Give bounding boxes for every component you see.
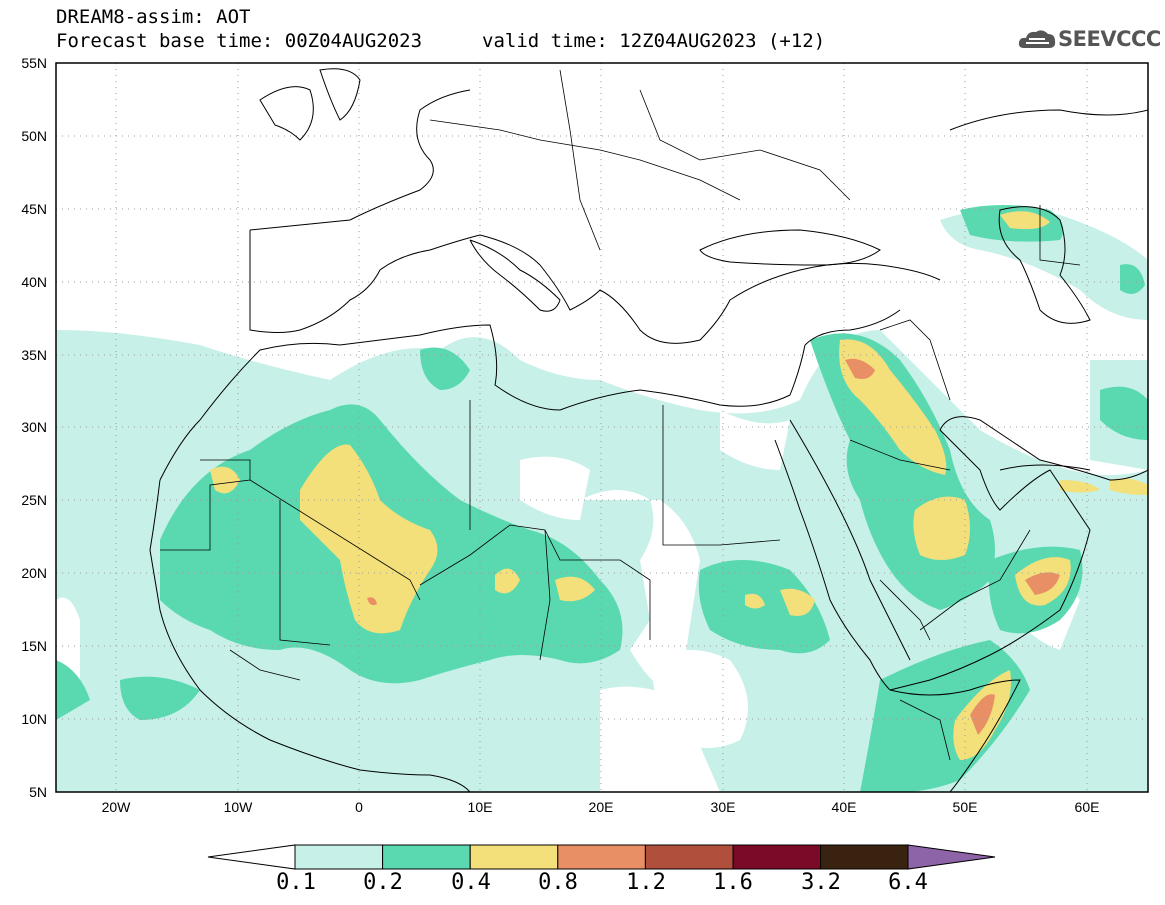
lat-label-30N: 30N	[21, 419, 47, 435]
lon-label-30E: 30E	[711, 799, 736, 815]
lat-label-5N: 5N	[29, 784, 47, 800]
aot-band-0.8	[367, 358, 1060, 735]
lon-label-10E: 10E	[468, 799, 493, 815]
lat-label-10N: 10N	[21, 711, 47, 727]
colorbar-box-3.2	[820, 844, 909, 870]
colorbar-label-6.4: 6.4	[888, 870, 928, 895]
colorbar-label-0.8: 0.8	[538, 870, 578, 895]
lon-label-0: 0	[355, 799, 363, 815]
colorbar-label-1.6: 1.6	[713, 870, 753, 895]
lon-label-50E: 50E	[953, 799, 978, 815]
lat-label-45N: 45N	[21, 201, 47, 217]
graticule	[56, 63, 1148, 792]
lon-label-20E: 20E	[589, 799, 614, 815]
lon-label-60E: 60E	[1075, 799, 1100, 815]
colorbar-label-0.2: 0.2	[363, 870, 403, 895]
colorbar-box-0.8	[557, 844, 646, 870]
colorbar-under-arrow	[207, 844, 296, 870]
lat-label-50N: 50N	[21, 128, 47, 144]
lat-label-25N: 25N	[21, 492, 47, 508]
colorbar-label-3.2: 3.2	[801, 870, 841, 895]
valid-time: valid time: 12Z04AUG2023 (+12)	[482, 30, 826, 52]
colorbar-over-arrow	[907, 844, 996, 870]
colorbar-label-1.2: 1.2	[626, 870, 666, 895]
cloud-icon	[1018, 30, 1056, 48]
lat-label-40N: 40N	[21, 274, 47, 290]
lon-label-20W: 20W	[102, 799, 132, 815]
colorbar-box-1.6	[732, 844, 822, 870]
forecast-base-time: Forecast base time: 00Z04AUG2023	[56, 30, 423, 52]
lat-label-15N: 15N	[21, 638, 47, 654]
colorbar-box-0.2	[382, 844, 471, 870]
coastlines	[149, 68, 1148, 792]
colorbar-label-0.4: 0.4	[451, 870, 491, 895]
lat-label-35N: 35N	[21, 347, 47, 363]
colorbar-box-1.2	[644, 844, 734, 870]
colorbar-box-0.4	[469, 844, 559, 870]
seevccc-logo: SEEVCCC	[1058, 27, 1161, 51]
colorbar-label-0.1: 0.1	[276, 870, 316, 895]
lat-label-55N: 55N	[21, 55, 47, 71]
map-title: DREAM8-assim: AOT	[56, 6, 251, 28]
lon-label-40E: 40E	[832, 799, 857, 815]
colorbar-box-0.1	[294, 844, 384, 870]
borders	[160, 69, 1081, 761]
lat-label-20N: 20N	[21, 565, 47, 581]
colorbar	[207, 844, 996, 870]
lon-label-10W: 10W	[224, 799, 254, 815]
